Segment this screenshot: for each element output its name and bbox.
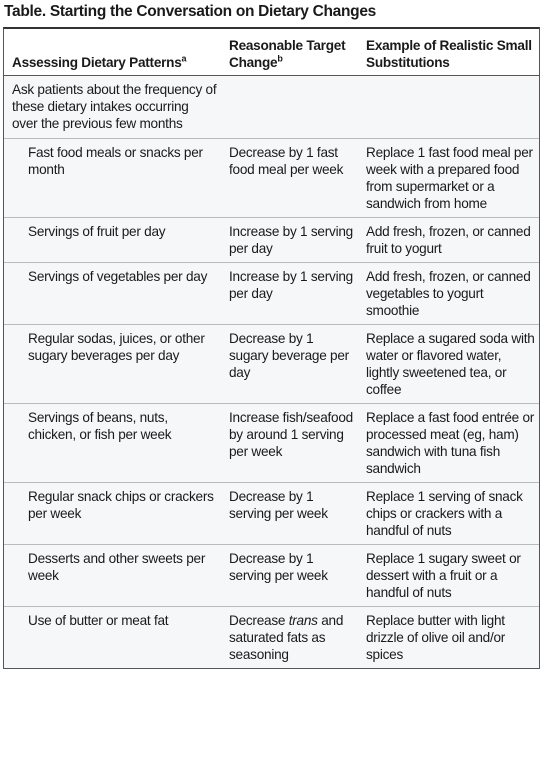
intro-text: Ask patients about the frequency of thes… <box>12 82 217 131</box>
table-cell: Decrease by 1 serving per week <box>221 544 358 607</box>
table-cell: Increase by 1 serving per day <box>221 262 358 325</box>
column-header-text: Example of Realistic Small Substitutions <box>366 38 532 70</box>
table-cell: Increase by 1 serving per day <box>221 217 358 263</box>
table-row: Use of butter or meat fat Decrease trans … <box>4 606 539 668</box>
footnote-marker: a <box>181 53 187 64</box>
header-row: Assessing Dietary Patternsa Reasonable Ta… <box>4 29 539 76</box>
footnote-marker: b <box>277 53 283 64</box>
table-cell: Use of butter or meat fat <box>4 606 221 668</box>
table: Assessing Dietary Patternsa Reasonable Ta… <box>4 29 539 668</box>
empty-cell <box>221 76 358 139</box>
table-cell: Replace 1 sugary sweet or dessert with a… <box>358 544 539 607</box>
table-cell: Decrease by 1 sugary beverage per day <box>221 324 358 404</box>
table-cell: Decrease by 1 fast food meal per week <box>221 138 358 218</box>
intro-row: Ask patients about the frequency of thes… <box>4 76 539 139</box>
table-row: Servings of fruit per day Increase by 1 s… <box>4 217 539 263</box>
column-header: Reasonable Target Changeb <box>221 29 358 76</box>
table-cell: Servings of fruit per day <box>4 217 221 263</box>
column-header-text: Reasonable Target Change <box>229 38 346 70</box>
table-row: Servings of vegetables per day Increase b… <box>4 262 539 325</box>
column-header: Assessing Dietary Patternsa <box>4 29 221 76</box>
table-title: Table. Starting the Conversation on Diet… <box>4 3 376 20</box>
table-cell: Replace 1 serving of snack chips or crac… <box>358 482 539 545</box>
table-cell: Decrease by 1 serving per week <box>221 482 358 545</box>
table-row: Servings of beans, nuts, chicken, or fis… <box>4 403 539 483</box>
italic-text: trans <box>288 613 318 628</box>
table-row: Desserts and other sweets per week Decrea… <box>4 544 539 607</box>
table-cell: Desserts and other sweets per week <box>4 544 221 607</box>
table-cell: Regular snack chips or crackers per week <box>4 482 221 545</box>
table-cell: Replace a fast food entrée or processed … <box>358 403 539 483</box>
empty-cell <box>358 76 539 139</box>
table-body: Ask patients about the frequency of thes… <box>4 76 539 668</box>
table-cell: Servings of beans, nuts, chicken, or fis… <box>4 403 221 483</box>
table-row: Fast food meals or snacks per month Decre… <box>4 138 539 218</box>
table-row: Regular snack chips or crackers per week… <box>4 482 539 545</box>
table-cell: Replace a sugared soda with water or fla… <box>358 324 539 404</box>
table-cell: Fast food meals or snacks per month <box>4 138 221 218</box>
table-cell: Increase fish/seafood by around 1 servin… <box>221 403 358 483</box>
table-cell: Add fresh, frozen, or canned fruit to yo… <box>358 217 539 263</box>
table-cell: Replace 1 fast food meal per week with a… <box>358 138 539 218</box>
table-frame: Assessing Dietary Patternsa Reasonable Ta… <box>3 27 540 669</box>
table-cell: Decrease trans and saturated fats as sea… <box>221 606 358 668</box>
table-cell: Servings of vegetables per day <box>4 262 221 325</box>
table-cell: Add fresh, frozen, or canned vegetables … <box>358 262 539 325</box>
table-cell: Replace butter with light drizzle of oli… <box>358 606 539 668</box>
column-header-text: Assessing Dietary Patterns <box>12 55 182 70</box>
column-header: Example of Realistic Small Substitutions <box>358 29 539 76</box>
cell-text: Decrease <box>229 613 289 628</box>
cell-text: and saturated fats as seasoning <box>229 613 344 662</box>
table-row: Regular sodas, juices, or other sugary b… <box>4 324 539 404</box>
table-cell: Regular sodas, juices, or other sugary b… <box>4 324 221 404</box>
